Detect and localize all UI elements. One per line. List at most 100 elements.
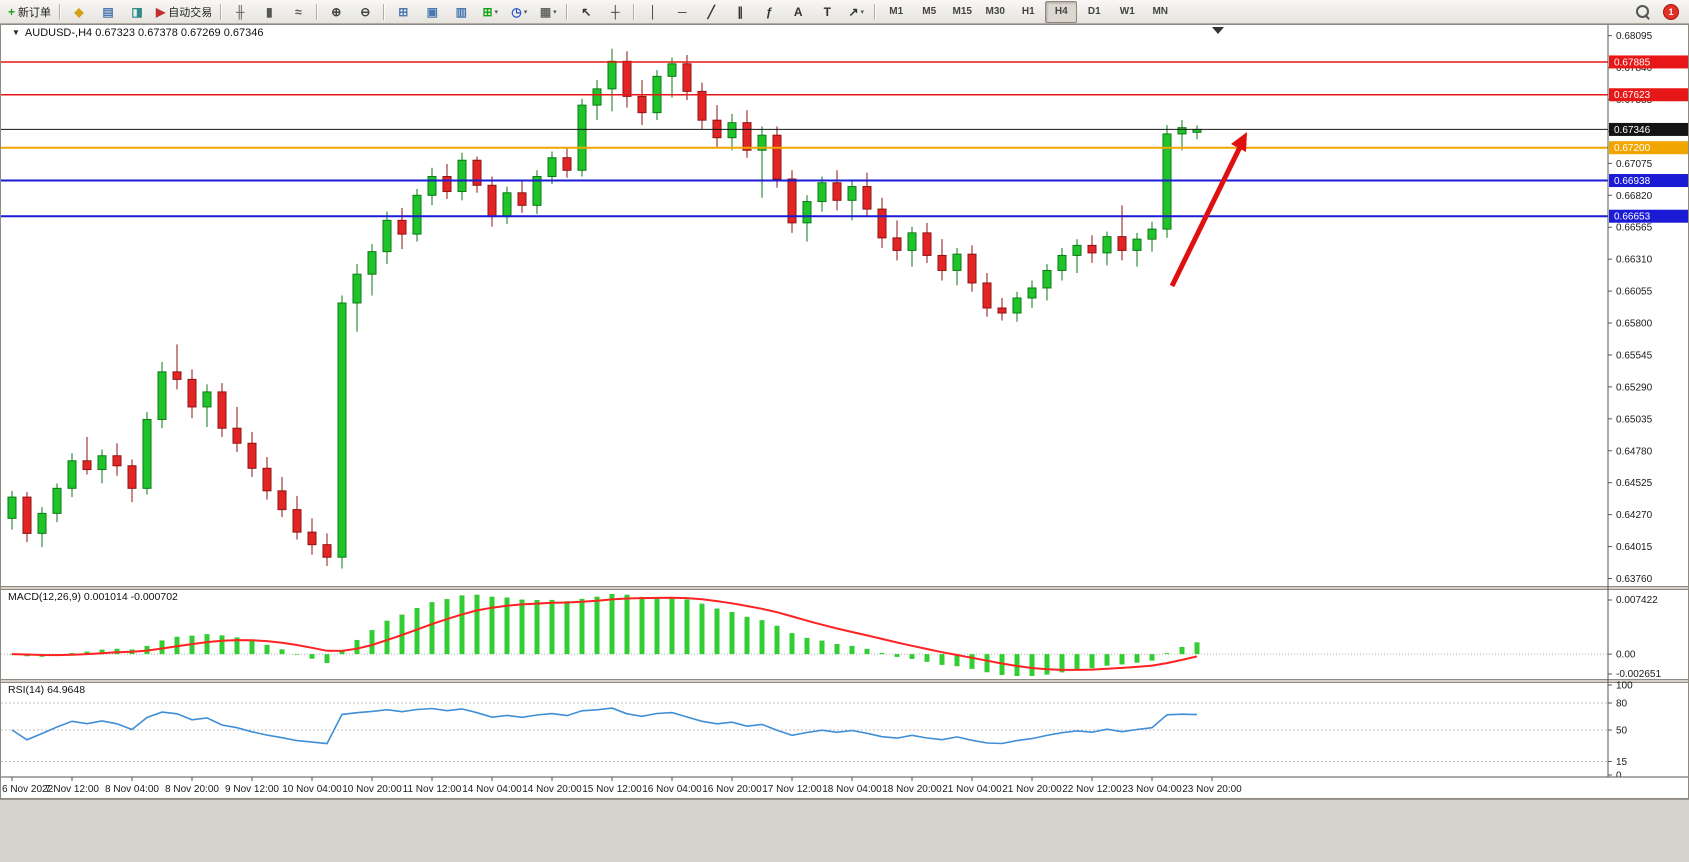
zoom-out-icon: ⊖ — [360, 4, 371, 19]
macd-signal-line — [11, 596, 1198, 671]
text-button[interactable]: A — [784, 1, 812, 23]
zoom-out-button[interactable]: ⊖ — [351, 1, 379, 23]
svg-text:0.66653: 0.66653 — [1614, 212, 1651, 223]
crosshair-icon: ┼ — [610, 4, 620, 19]
svg-text:10 Nov 04:00: 10 Nov 04:00 — [282, 784, 342, 795]
horizontal-line-button[interactable]: ─ — [668, 1, 696, 23]
svg-text:15 Nov 12:00: 15 Nov 12:00 — [582, 784, 642, 795]
svg-text:100: 100 — [1616, 681, 1633, 692]
price-chart[interactable]: 0.680950.678400.675850.673300.670750.668… — [0, 24, 1689, 799]
svg-text:7 Nov 12:00: 7 Nov 12:00 — [45, 784, 99, 795]
crosshair-button[interactable]: ┼ — [601, 1, 629, 23]
arrange-windows-button[interactable]: ▥ — [447, 1, 475, 23]
svg-text:0.65545: 0.65545 — [1616, 350, 1653, 361]
panel-splitter[interactable] — [0, 679, 1689, 683]
notification-badge[interactable]: 1 — [1657, 1, 1685, 23]
price-axis[interactable]: 0.680950.678400.675850.673300.670750.668… — [1608, 31, 1653, 585]
svg-text:14 Nov 20:00: 14 Nov 20:00 — [522, 784, 582, 795]
horizontal-line-object[interactable]: 0.67885 — [1, 55, 1688, 69]
template-icon: ▦ — [539, 4, 552, 19]
timeframe-m1-button[interactable]: M1 — [889, 6, 904, 17]
autotrading-button[interactable]: ▶ 自动交易 — [152, 1, 216, 23]
svg-text:0.66310: 0.66310 — [1616, 255, 1653, 266]
cascade-windows-icon: ▣ — [426, 4, 438, 19]
text-icon: A — [793, 4, 803, 19]
timeframe-w1-button[interactable]: W1 — [1119, 6, 1135, 17]
template-button[interactable]: ▦ ▾ — [534, 1, 562, 23]
dropdown-arrow-icon: ▾ — [523, 8, 528, 16]
new-chart-icon: ⊞ — [482, 4, 493, 19]
close-value: 0.67346 — [223, 27, 264, 39]
toolbar: + 新订单 ◆ ▤ ◨ ▶ 自动交易 ╫ ▮ ≈ ⊕ ⊖ ⊞ ▣ ▥ ⊞ ▾ ◷ ▾ ▦ ▾ ↖ ┼ │ ─ ╱ ∥ ƒ A T ↗ ▾ M1 M… — [0, 0, 1689, 24]
trendline-button[interactable]: ╱ — [697, 1, 725, 23]
period-button[interactable]: ◷ ▾ — [505, 1, 533, 23]
bottom-panel — [0, 799, 1689, 862]
svg-text:0.66820: 0.66820 — [1616, 191, 1653, 202]
vertical-line-icon: │ — [649, 4, 658, 19]
new-order-button[interactable]: + 新订单 — [4, 1, 55, 23]
zoom-in-button[interactable]: ⊕ — [322, 1, 350, 23]
arrows-icon: ↗ — [848, 4, 859, 19]
period-icon: ◷ — [511, 4, 522, 19]
svg-text:8 Nov 20:00: 8 Nov 20:00 — [165, 784, 219, 795]
fibonacci-icon: ƒ — [765, 4, 773, 19]
chart-shift-marker[interactable] — [1212, 27, 1224, 34]
toolbar-separator — [566, 3, 569, 20]
market-watch-button[interactable]: ◆ — [65, 1, 93, 23]
search-button-icon — [1635, 5, 1649, 18]
svg-text:16 Nov 20:00: 16 Nov 20:00 — [702, 784, 762, 795]
vertical-line-button[interactable]: │ — [639, 1, 667, 23]
svg-text:0.64015: 0.64015 — [1616, 542, 1653, 553]
arrows-button[interactable]: ↗ ▾ — [842, 1, 870, 23]
candlestick-mode-button[interactable]: ▮ — [255, 1, 283, 23]
svg-text:23 Nov 20:00: 23 Nov 20:00 — [1182, 784, 1242, 795]
svg-text:21 Nov 04:00: 21 Nov 04:00 — [942, 784, 1002, 795]
horizontal-line-object[interactable]: 0.67623 — [1, 88, 1688, 102]
chart-window: 0.680950.678400.675850.673300.670750.668… — [0, 24, 1689, 799]
new-order-icon: + — [8, 4, 16, 19]
svg-text:11 Nov 12:00: 11 Nov 12:00 — [403, 784, 462, 795]
autotrading-button-label: 自动交易 — [168, 6, 213, 19]
svg-text:9 Nov 12:00: 9 Nov 12:00 — [225, 784, 279, 795]
svg-text:0.66055: 0.66055 — [1616, 287, 1653, 298]
timeframe-m30-button[interactable]: M30 — [985, 6, 1005, 17]
macd-indicator-label: MACD(12,26,9) 0.001014 -0.000702 — [8, 591, 178, 603]
toolbar-separator — [383, 3, 386, 20]
one-click-trading-arrow[interactable]: ▼ — [12, 28, 20, 37]
timeframe-h1-button[interactable]: H1 — [1021, 6, 1035, 17]
horizontal-line-object[interactable]: 0.67200 — [1, 141, 1688, 155]
cascade-windows-button[interactable]: ▣ — [418, 1, 446, 23]
horizontal-line-object[interactable]: 0.66938 — [1, 174, 1688, 188]
tile-windows-button[interactable]: ⊞ — [389, 1, 417, 23]
svg-text:21 Nov 20:00: 21 Nov 20:00 — [1002, 784, 1062, 795]
data-window-button[interactable]: ◨ — [123, 1, 151, 23]
line-chart-mode-button[interactable]: ≈ — [284, 1, 312, 23]
timeframe-m15-button[interactable]: M15 — [952, 6, 972, 17]
horizontal-line-object[interactable]: 0.66653 — [1, 209, 1688, 223]
timeframe-d1-button[interactable]: D1 — [1087, 6, 1101, 17]
timeframe-mn-button[interactable]: MN — [1152, 6, 1169, 17]
panel-splitter[interactable] — [0, 586, 1689, 590]
dropdown-arrow-icon: ▾ — [860, 8, 865, 16]
fibonacci-button[interactable]: ƒ — [755, 1, 783, 23]
svg-text:6 Nov 2022: 6 Nov 2022 — [2, 784, 54, 795]
cursor-button[interactable]: ↖ — [572, 1, 600, 23]
svg-text:0.67346: 0.67346 — [1614, 125, 1651, 136]
new-chart-button[interactable]: ⊞ ▾ — [476, 1, 504, 23]
toolbar-separator — [59, 3, 62, 20]
bar-chart-mode-button[interactable]: ╫ — [226, 1, 254, 23]
search-button[interactable] — [1628, 1, 1656, 23]
profiles-button[interactable]: ▤ — [94, 1, 122, 23]
text-label-icon: T — [823, 4, 831, 19]
channel-button[interactable]: ∥ — [726, 1, 754, 23]
svg-text:0.66938: 0.66938 — [1614, 176, 1651, 187]
notification-badge-icon: 1 — [1663, 3, 1679, 20]
svg-text:80: 80 — [1616, 699, 1628, 710]
text-label-button[interactable]: T — [813, 1, 841, 23]
timeframe-h4-button[interactable]: H4 — [1045, 0, 1078, 23]
trend-arrow[interactable] — [1169, 132, 1247, 288]
cursor-icon: ↖ — [581, 4, 592, 19]
svg-text:0.66565: 0.66565 — [1616, 223, 1653, 234]
timeframe-m5-button[interactable]: M5 — [922, 6, 937, 17]
